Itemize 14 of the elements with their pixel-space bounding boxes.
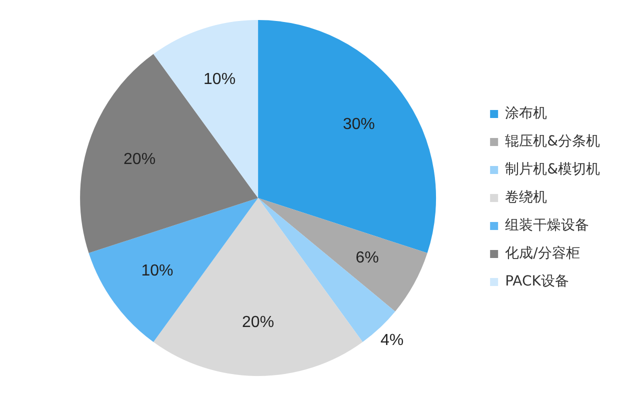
data-label: 10% bbox=[141, 262, 174, 280]
legend-label: PACK设备 bbox=[505, 274, 569, 290]
data-label: 6% bbox=[356, 249, 379, 266]
data-label: 20% bbox=[124, 150, 156, 168]
legend-label: 组装干燥设备 bbox=[505, 218, 590, 234]
legend-label: 辊压机&分条机 bbox=[505, 134, 600, 150]
legend-label: 制片机&模切机 bbox=[505, 162, 600, 178]
data-label: 4% bbox=[380, 332, 404, 350]
data-label: 20% bbox=[242, 314, 274, 332]
data-label: 10% bbox=[204, 70, 236, 88]
data-label: 30% bbox=[342, 116, 375, 134]
legend-label: 卷绕机 bbox=[505, 190, 548, 206]
legend-label: 化成/分容柜 bbox=[505, 246, 580, 262]
legend-label: 涂布机 bbox=[505, 106, 548, 122]
